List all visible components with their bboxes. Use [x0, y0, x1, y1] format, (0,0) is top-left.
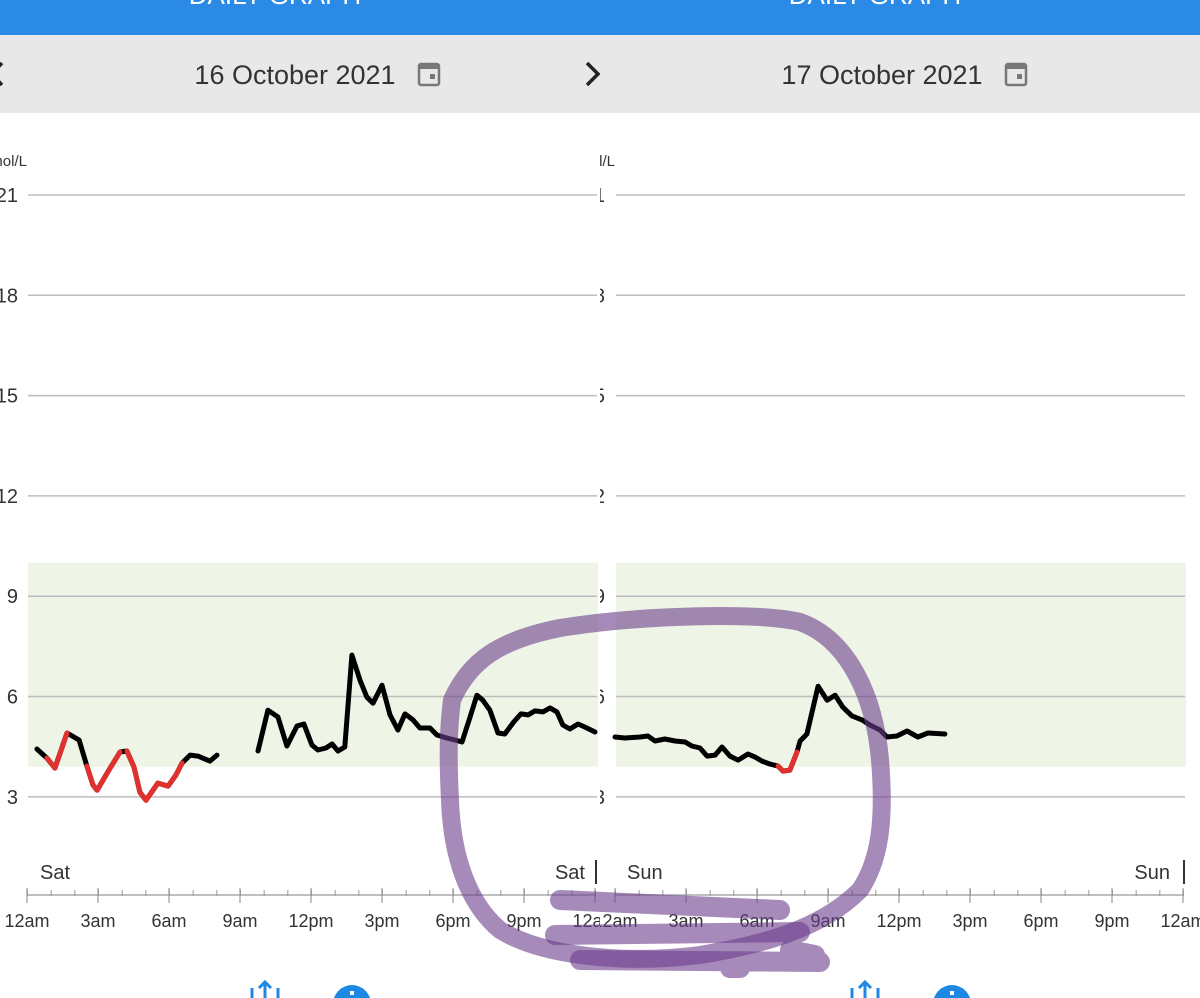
x-tick-label: 12am — [4, 911, 49, 931]
share-button[interactable] — [250, 979, 280, 998]
info-dot — [350, 991, 354, 995]
app-bar — [600, 0, 1200, 35]
y-tick-label: 18 — [583, 285, 605, 307]
date-title: 17 October 2021 — [781, 60, 982, 90]
x-tick-label: 6pm — [435, 911, 470, 931]
day-label: Sat — [555, 862, 585, 884]
scribble — [545, 890, 830, 978]
next-day-button[interactable] — [585, 61, 600, 87]
calendar-icon-dot — [430, 74, 435, 79]
y-tick-label: 15 — [0, 386, 18, 408]
info-dot — [950, 991, 954, 995]
hand-drawn-circle — [439, 607, 891, 968]
date-bar — [600, 35, 1200, 113]
x-tick-label: 12pm — [288, 911, 333, 931]
phone-panel: DAILY GRAPH 16 October 2021 mmol/L 3 6 9 12 15 1… — [0, 0, 600, 998]
app-bar-title: DAILY GRAPH — [789, 0, 961, 10]
x-tick-label: 9pm — [506, 911, 541, 931]
calendar-icon-header — [419, 64, 439, 69]
x-tick-label: 6pm — [1023, 911, 1058, 931]
calendar-icon-header — [1006, 64, 1026, 69]
y-tick-label: 12 — [0, 486, 18, 508]
app-bar — [0, 0, 600, 35]
x-tick-label: 9am — [222, 911, 257, 931]
low-segment — [106, 749, 123, 773]
low-segment — [84, 763, 96, 788]
y-tick-label: 6 — [594, 687, 605, 709]
day-label: Sun — [1134, 862, 1170, 884]
target-range — [28, 562, 598, 767]
y-tick-label: 9 — [594, 586, 605, 608]
y-axis-unit: mmol/L — [566, 153, 615, 170]
app-bar-title: DAILY GRAPH — [189, 0, 361, 10]
low-segment — [173, 760, 185, 778]
y-tick-label: 9 — [7, 586, 18, 608]
share-button[interactable] — [850, 979, 880, 998]
low-segment — [94, 767, 112, 793]
panel-background — [600, 0, 1200, 998]
y-tick-label: 21 — [583, 185, 605, 207]
day-label: Sat — [40, 862, 70, 884]
y-tick-label: 18 — [0, 285, 18, 307]
low-segment — [124, 748, 137, 770]
y-tick-label: 6 — [7, 687, 18, 709]
panel-background — [0, 0, 600, 998]
y-tick-label: 21 — [0, 185, 18, 207]
low-segment — [131, 764, 143, 795]
annotation — [439, 607, 891, 978]
y-tick-label: 3 — [594, 787, 605, 809]
y-axis-unit: mmol/L — [0, 153, 27, 170]
x-tick-label: 12am — [1160, 911, 1200, 931]
low-segment — [52, 730, 70, 771]
x-tick-label: 9pm — [1094, 911, 1129, 931]
y-tick-label: 3 — [7, 787, 18, 809]
date-bar — [0, 35, 600, 113]
low-segment — [143, 780, 161, 803]
x-tick-label: 12pm — [876, 911, 921, 931]
calendar-icon-dot — [1017, 74, 1022, 79]
phone-panel: DAILY GRAPH 17 October 2021 mmol/L 3 6 9 12 15 1… — [566, 0, 1200, 998]
low-segment — [787, 749, 800, 773]
date-title: 16 October 2021 — [194, 60, 395, 90]
day-label: Sun — [627, 862, 663, 884]
y-tick-label: 15 — [583, 386, 605, 408]
x-tick-label: 3am — [80, 911, 115, 931]
y-tick-label: 12 — [583, 486, 605, 508]
x-tick-label: 6am — [151, 911, 186, 931]
x-tick-label: 3pm — [952, 911, 987, 931]
x-tick-label: 3pm — [364, 911, 399, 931]
